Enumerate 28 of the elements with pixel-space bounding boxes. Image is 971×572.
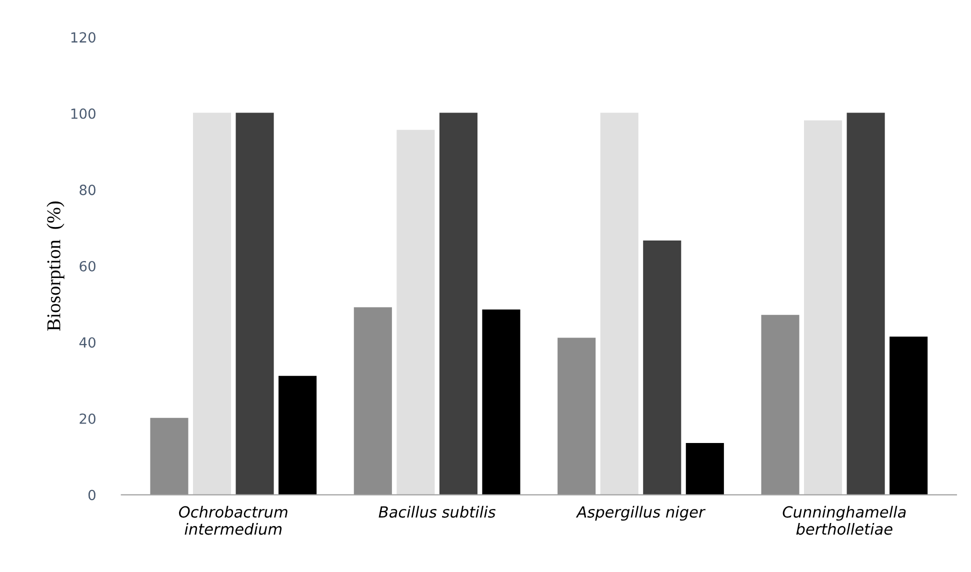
bar: [354, 307, 392, 495]
bar: [761, 314, 800, 495]
bar: [558, 338, 596, 495]
bar: [804, 120, 842, 495]
y-tick-label: 40: [79, 337, 96, 348]
bar: [236, 112, 274, 495]
y-tick-label: 120: [71, 32, 96, 43]
bar: [278, 376, 317, 495]
x-tick-label: Cunninghamella bertholletiae: [782, 506, 906, 535]
bar: [482, 310, 520, 495]
bar: [600, 112, 638, 495]
bar: [643, 240, 682, 495]
y-axis-title: Biosorption (%): [46, 201, 64, 331]
y-tick-label: 20: [80, 413, 96, 424]
x-tick-label: Bacillus subtilis: [378, 506, 496, 518]
bar: [846, 112, 885, 495]
x-tick-label: Ochrobactrum intermedium: [178, 506, 288, 535]
y-tick-label: 100: [71, 108, 96, 119]
bar: [439, 112, 478, 495]
y-tick-label: 60: [80, 260, 96, 272]
bar: [396, 130, 435, 495]
bar: [192, 112, 232, 495]
bar: [686, 442, 724, 495]
x-tick-label: Aspergillus niger: [576, 506, 706, 521]
y-tick-label: 80: [80, 184, 96, 196]
bar: [890, 336, 928, 495]
bar: [150, 418, 188, 495]
y-tick-label: 0: [88, 490, 96, 500]
